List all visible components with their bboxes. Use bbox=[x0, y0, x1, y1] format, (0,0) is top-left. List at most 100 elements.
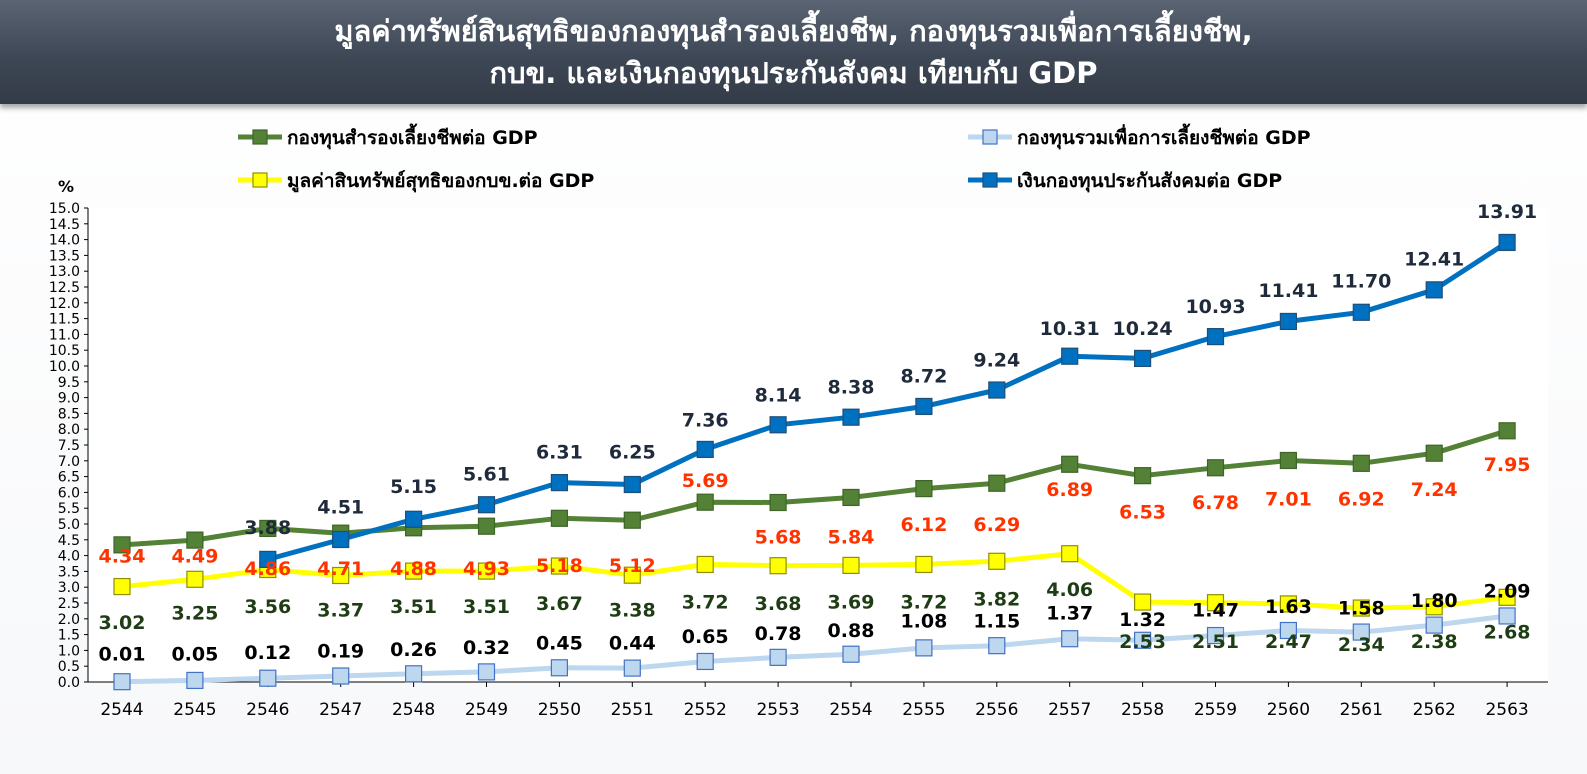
data-label: 3.51 bbox=[390, 596, 437, 618]
y-tick-label: 5.0 bbox=[58, 517, 80, 533]
data-point-marker bbox=[842, 645, 860, 663]
x-tick-label: 2563 bbox=[1485, 700, 1528, 720]
y-tick-label: 15.0 bbox=[49, 201, 80, 217]
data-point-marker bbox=[550, 659, 569, 677]
data-label: 7.01 bbox=[1265, 489, 1312, 511]
series-line bbox=[265, 239, 1510, 562]
data-label: 1.08 bbox=[900, 610, 947, 632]
data-label: 0.78 bbox=[755, 623, 802, 645]
data-label: 4.93 bbox=[463, 558, 510, 580]
data-point-marker bbox=[186, 570, 204, 588]
data-point-marker bbox=[1206, 459, 1225, 477]
data-label: 5.84 bbox=[828, 527, 875, 549]
data-point-marker bbox=[550, 474, 569, 492]
data-label: 9.24 bbox=[973, 350, 1020, 372]
data-label: 0.65 bbox=[682, 626, 729, 648]
data-point-marker bbox=[988, 474, 1006, 492]
data-point-marker bbox=[405, 665, 423, 683]
legend-label: กองทุนสำรองเลี้ยงชีพต่อ GDP bbox=[287, 123, 538, 150]
data-label: 3.25 bbox=[171, 602, 218, 624]
data-label: 3.72 bbox=[682, 591, 729, 613]
data-point-marker bbox=[915, 397, 933, 416]
data-point-marker bbox=[696, 652, 714, 671]
data-label: 12.41 bbox=[1404, 249, 1464, 271]
data-point-marker bbox=[1498, 422, 1516, 440]
data-label: 7.24 bbox=[1411, 479, 1458, 501]
data-label: 8.14 bbox=[755, 384, 802, 406]
legend-label: กองทุนรวมเพื่อการเลี้ยงชีพต่อ GDP bbox=[1017, 123, 1311, 150]
data-label: 3.02 bbox=[99, 612, 146, 634]
data-label: 3.88 bbox=[244, 517, 291, 539]
data-label: 6.12 bbox=[900, 514, 947, 536]
data-label: 3.68 bbox=[755, 593, 802, 615]
y-tick-label: 8.5 bbox=[58, 406, 80, 422]
data-label: 1.80 bbox=[1411, 590, 1458, 612]
data-point-marker bbox=[113, 673, 131, 691]
data-label: 6.89 bbox=[1046, 479, 1093, 501]
data-label: 3.69 bbox=[828, 591, 875, 613]
data-label: 13.91 bbox=[1477, 201, 1537, 223]
data-point-marker bbox=[405, 510, 423, 528]
x-tick-label: 2561 bbox=[1340, 700, 1383, 720]
data-labels: 4.34 4.49 4.86 4.71 4.88 4.93 5.18 5.12 5.69 5.68… bbox=[99, 201, 1538, 665]
data-label: 4.88 bbox=[390, 558, 437, 580]
x-tick-label: 2549 bbox=[465, 700, 508, 720]
y-tick-label: 2.5 bbox=[58, 596, 80, 612]
y-tick-label: 6.5 bbox=[58, 470, 80, 486]
x-tick-label: 2557 bbox=[1048, 700, 1091, 720]
y-tick-label: 3.0 bbox=[58, 580, 80, 596]
data-point-marker bbox=[1206, 594, 1225, 612]
data-point-marker bbox=[1206, 328, 1225, 346]
data-label: 8.72 bbox=[900, 365, 947, 387]
data-label: 0.05 bbox=[171, 644, 218, 666]
y-tick-label: 11.5 bbox=[49, 312, 80, 328]
data-point-marker bbox=[988, 552, 1006, 570]
y-tick-label: 12.5 bbox=[49, 280, 80, 296]
data-point-marker bbox=[1061, 347, 1079, 365]
data-label: 2.68 bbox=[1484, 621, 1531, 643]
data-label: 0.19 bbox=[317, 640, 364, 662]
data-point-marker bbox=[696, 440, 714, 459]
data-label: 7.95 bbox=[1484, 454, 1531, 476]
legend-marker bbox=[252, 172, 268, 188]
data-point-marker bbox=[1061, 455, 1079, 473]
data-label: 2.53 bbox=[1119, 631, 1166, 653]
data-label: 3.82 bbox=[973, 588, 1020, 610]
data-label: 3.38 bbox=[609, 599, 656, 621]
x-tick-label: 2560 bbox=[1267, 700, 1310, 720]
data-label: 7.36 bbox=[682, 410, 729, 432]
data-label: 0.88 bbox=[828, 620, 875, 642]
data-label: 1.15 bbox=[973, 610, 1020, 632]
data-label: 3.51 bbox=[463, 596, 510, 618]
data-point-marker bbox=[405, 562, 423, 580]
chart-title-line-2: กบข. และเงินกองทุนประกันสังคม เทียบกับ G… bbox=[489, 56, 1098, 90]
data-point-marker bbox=[1133, 593, 1152, 611]
data-point-marker bbox=[769, 493, 787, 512]
data-point-marker bbox=[1061, 630, 1079, 648]
data-point-marker bbox=[1498, 233, 1516, 252]
data-point-marker bbox=[769, 557, 787, 575]
data-label: 1.37 bbox=[1046, 602, 1093, 624]
data-label: 5.15 bbox=[390, 476, 437, 498]
series-line bbox=[119, 428, 1510, 548]
data-label: 0.44 bbox=[609, 633, 656, 655]
y-tick-label: 11.0 bbox=[49, 327, 80, 343]
data-point-marker bbox=[1352, 599, 1370, 617]
data-label: 5.61 bbox=[463, 463, 510, 485]
x-tick-label: 2552 bbox=[684, 700, 727, 720]
data-point-marker bbox=[915, 480, 933, 498]
series-lines bbox=[119, 239, 1510, 685]
data-point-marker bbox=[477, 496, 496, 514]
data-label: 5.68 bbox=[755, 527, 802, 549]
data-label: 2.09 bbox=[1484, 580, 1531, 602]
data-point-marker bbox=[113, 536, 131, 554]
x-tick-label: 2547 bbox=[319, 700, 362, 720]
y-tick-label: 13.0 bbox=[49, 264, 80, 280]
y-tick-label: 1.0 bbox=[58, 643, 80, 659]
data-label: 3.56 bbox=[244, 596, 291, 618]
legend-marker bbox=[982, 172, 998, 188]
data-point-marker bbox=[477, 663, 496, 681]
data-point-marker bbox=[186, 531, 204, 549]
legend-label: มูลค่าสินทรัพย์สุทธิของกบข.ต่อ GDP bbox=[287, 170, 594, 193]
